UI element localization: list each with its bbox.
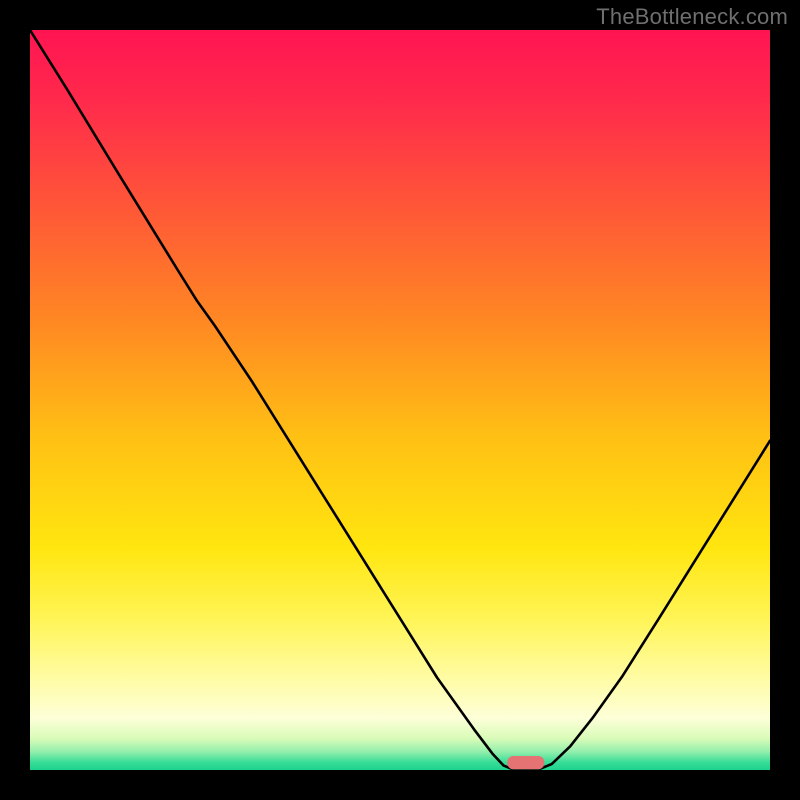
chart-outer: TheBottleneck.com (0, 0, 800, 800)
plot-background (30, 30, 770, 770)
bottleneck-chart (30, 30, 770, 770)
watermark-text: TheBottleneck.com (596, 4, 788, 30)
optimum-marker (507, 756, 544, 769)
